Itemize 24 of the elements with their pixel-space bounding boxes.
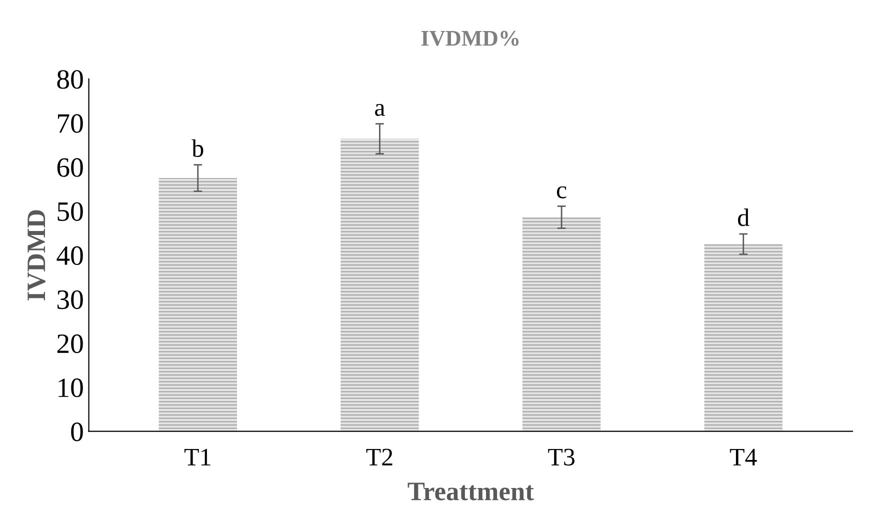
bar: [522, 217, 601, 432]
x-tick-label: T1: [184, 448, 210, 466]
y-tick-label: 10: [58, 378, 83, 398]
y-tick-label: 0: [71, 422, 83, 442]
annotation: b: [192, 139, 204, 157]
x-tick-label: T2: [366, 448, 392, 466]
bar: [158, 178, 237, 432]
chart-title: IVDMD%: [421, 30, 519, 46]
x-tick-label: T4: [730, 448, 757, 466]
y-tick-label: 40: [56, 246, 83, 266]
y-tick-label: 20: [57, 334, 83, 354]
y-tick-label: 50: [58, 202, 83, 221]
y-tick-label: 70: [58, 114, 83, 133]
annotation: c: [556, 186, 566, 198]
annotation: a: [375, 104, 385, 116]
bar: [340, 138, 419, 432]
annotation: d: [738, 208, 750, 226]
y-tick-label: 80: [57, 70, 83, 89]
y-axis-title: IVDMD: [28, 210, 46, 300]
y-tick-label: 30: [57, 290, 83, 310]
bar: [704, 244, 782, 432]
y-tick-label: 60: [57, 158, 83, 177]
x-tick-label: T3: [548, 448, 574, 466]
x-axis-title: Treattment: [408, 482, 534, 500]
